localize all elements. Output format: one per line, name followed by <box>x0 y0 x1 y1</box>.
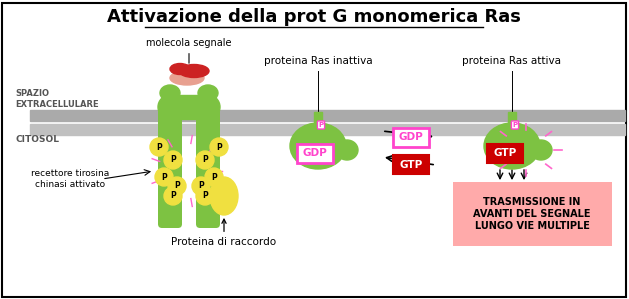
Circle shape <box>168 177 186 195</box>
Circle shape <box>164 151 182 169</box>
Text: P: P <box>198 181 204 190</box>
Ellipse shape <box>290 123 346 169</box>
Ellipse shape <box>196 95 220 119</box>
FancyBboxPatch shape <box>2 3 626 297</box>
Text: GDP: GDP <box>303 149 327 158</box>
Text: P: P <box>170 155 176 164</box>
FancyBboxPatch shape <box>393 128 429 147</box>
Text: P: P <box>202 155 208 164</box>
Text: GDP: GDP <box>399 132 423 143</box>
Text: proteina Ras attiva: proteina Ras attiva <box>462 56 562 66</box>
Text: SPAZIO
EXTRACELLULARE: SPAZIO EXTRACELLULARE <box>15 89 99 109</box>
Text: P: P <box>174 181 180 190</box>
Text: recettore tirosina
chinasi attivato: recettore tirosina chinasi attivato <box>31 169 109 189</box>
Bar <box>170 95 208 119</box>
Bar <box>30 124 625 135</box>
Text: TRASMISSIONE IN
AVANTI DEL SEGNALE
LUNGO VIE MULTIPLE: TRASMISSIONE IN AVANTI DEL SEGNALE LUNGO… <box>473 197 591 231</box>
Text: GTP: GTP <box>399 159 423 170</box>
Circle shape <box>196 187 214 205</box>
Text: P: P <box>211 173 217 181</box>
Text: P: P <box>161 173 167 181</box>
Ellipse shape <box>160 85 180 101</box>
Text: P: P <box>318 122 323 128</box>
Circle shape <box>210 138 228 156</box>
FancyBboxPatch shape <box>297 144 333 163</box>
Text: P: P <box>513 122 518 128</box>
Ellipse shape <box>336 140 358 160</box>
Circle shape <box>164 187 182 205</box>
Text: Attivazione della prot G monomerica Ras: Attivazione della prot G monomerica Ras <box>107 8 521 26</box>
FancyBboxPatch shape <box>453 182 612 246</box>
Ellipse shape <box>170 71 204 85</box>
Ellipse shape <box>484 123 540 169</box>
Circle shape <box>196 151 214 169</box>
Bar <box>314 112 322 126</box>
Text: GTP: GTP <box>493 149 516 158</box>
Ellipse shape <box>158 95 182 119</box>
Ellipse shape <box>179 65 209 77</box>
FancyBboxPatch shape <box>487 144 523 163</box>
Circle shape <box>155 168 173 186</box>
Circle shape <box>192 177 210 195</box>
FancyBboxPatch shape <box>158 109 182 228</box>
Text: P: P <box>202 191 208 201</box>
Bar <box>508 112 516 126</box>
Bar <box>30 110 625 121</box>
Ellipse shape <box>170 63 190 74</box>
Text: P: P <box>156 143 162 152</box>
Text: P: P <box>216 143 222 152</box>
Text: P: P <box>170 191 176 201</box>
Ellipse shape <box>198 85 218 101</box>
Circle shape <box>150 138 168 156</box>
FancyBboxPatch shape <box>196 109 220 228</box>
Text: CITOSOL: CITOSOL <box>15 135 59 144</box>
Ellipse shape <box>530 140 552 160</box>
Text: molecola segnale: molecola segnale <box>147 38 231 63</box>
FancyBboxPatch shape <box>393 155 429 174</box>
Text: proteina Ras inattiva: proteina Ras inattiva <box>264 56 372 66</box>
Circle shape <box>205 168 223 186</box>
Ellipse shape <box>210 177 238 215</box>
Text: Proteina di raccordo: Proteina di raccordo <box>172 219 277 247</box>
